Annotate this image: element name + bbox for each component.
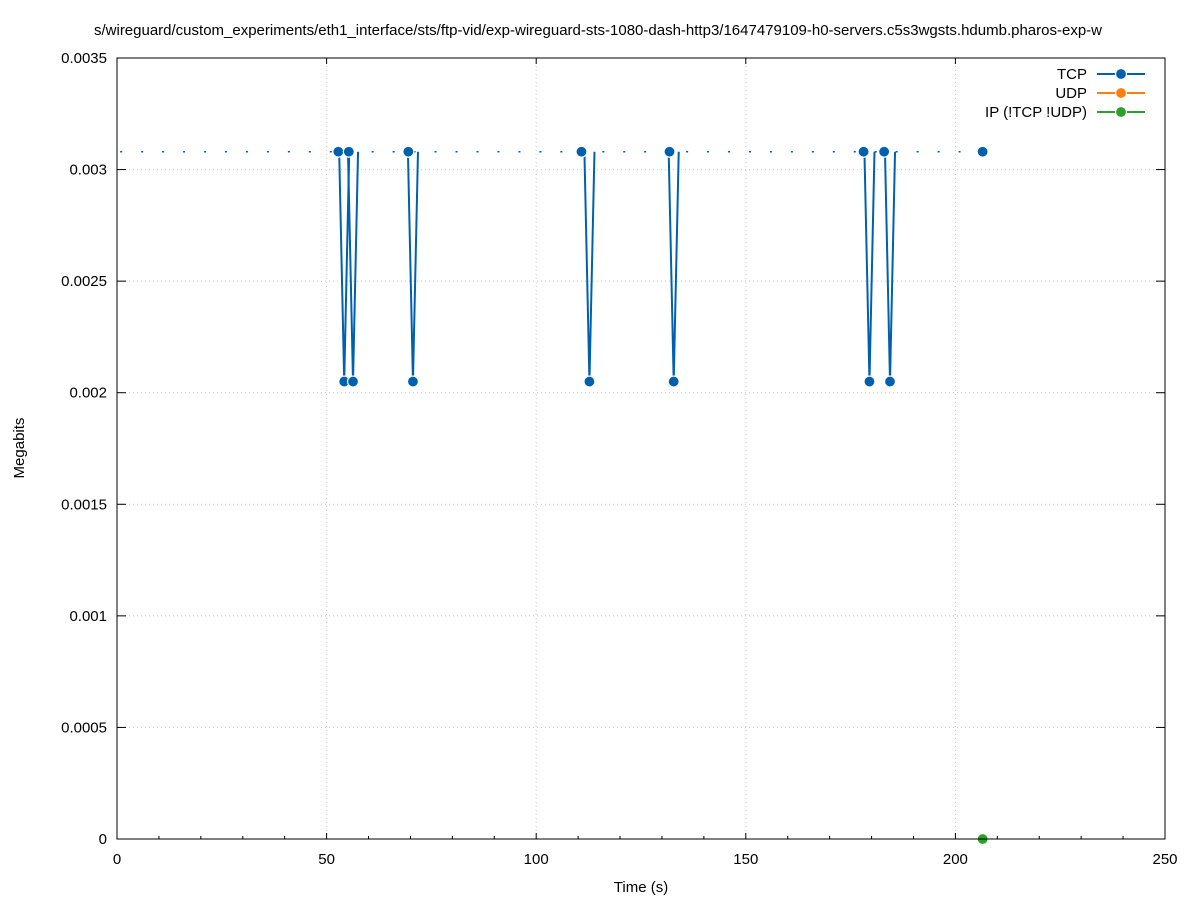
- chart-title: s/wireguard/custom_experiments/eth1_inte…: [94, 22, 1102, 39]
- tcp-dip-line: [346, 151, 360, 382]
- data-point: [406, 375, 420, 388]
- data-point: [402, 145, 415, 158]
- tcp-dip-line: [667, 151, 680, 382]
- x-tick-label: 250: [1152, 851, 1177, 868]
- y-axis-label: Megabits: [11, 418, 28, 479]
- legend-label: TCP: [1057, 66, 1087, 83]
- data-point: [346, 375, 360, 388]
- data-point: [878, 145, 891, 158]
- series-layer: [120, 145, 989, 846]
- tcp-dip-line: [338, 151, 351, 382]
- grid-layer: [117, 58, 1165, 839]
- legend-marker: [1114, 105, 1128, 119]
- x-tick-label: 0: [113, 851, 121, 868]
- legend-marker: [1114, 67, 1128, 81]
- data-point: [667, 375, 680, 388]
- tcp-dip-line: [883, 151, 897, 382]
- y-tick-label: 0.0035: [61, 50, 107, 67]
- series-1: [120, 145, 989, 388]
- data-point: [332, 145, 345, 158]
- legend-label: IP (!TCP !UDP): [985, 104, 1087, 121]
- y-tick-label: 0.003: [69, 162, 107, 179]
- y-tick-label: 0.001: [69, 608, 107, 625]
- data-point: [883, 375, 897, 388]
- data-point: [583, 375, 596, 388]
- data-point: [663, 145, 676, 158]
- x-tick-label: 50: [318, 851, 335, 868]
- legend: TCP UDP IP (!TCP !UDP): [985, 66, 1145, 121]
- x-tick-label: 100: [524, 851, 549, 868]
- tcp-dip-line: [583, 151, 596, 382]
- data-point: [342, 145, 355, 158]
- y-tick-label: 0: [99, 831, 107, 848]
- y-tick-label: 0.0005: [61, 719, 107, 736]
- data-point: [976, 145, 989, 158]
- legend-marker: [1114, 86, 1128, 100]
- x-tick-label: 150: [733, 851, 758, 868]
- x-tick-label: 200: [943, 851, 968, 868]
- tcp-dip-line: [863, 151, 876, 382]
- y-tick-label: 0.0015: [61, 496, 107, 513]
- x-axis-label: Time (s): [614, 879, 668, 896]
- legend-label: UDP: [1055, 85, 1087, 102]
- tick-layer: [116, 57, 1166, 840]
- data-point: [857, 145, 870, 158]
- y-tick-label: 0.002: [69, 385, 107, 402]
- tcp-dip-line: [406, 151, 419, 382]
- plot-frame: [116, 57, 1166, 840]
- data-point: [575, 145, 588, 158]
- label-layer: 0 50 100 150 200 250 0 0.0005 0.001 0.0015 0.002 0.…: [61, 50, 1177, 868]
- y-tick-label: 0.0025: [61, 273, 107, 290]
- data-point: [863, 375, 876, 388]
